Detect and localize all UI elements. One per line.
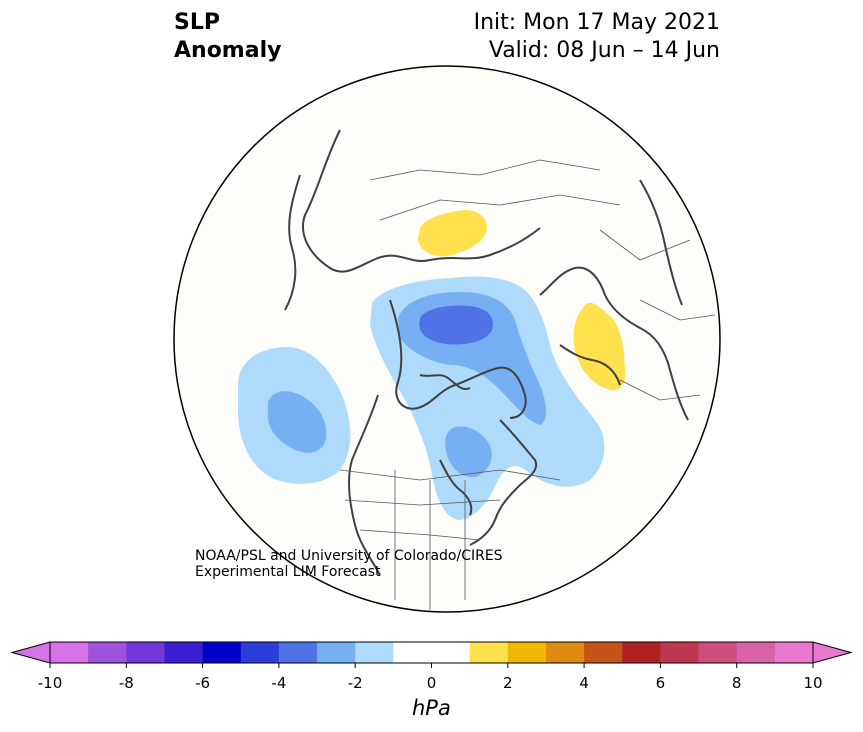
colorbar-tick-label: -2	[347, 674, 363, 692]
colorbar-tick-label: 2	[503, 674, 513, 692]
boundaries	[339, 159, 716, 610]
valid-range: Valid: 08 Jun – 14 Jun	[488, 38, 720, 63]
colorbar-segment	[469, 642, 509, 663]
colorbar-tick-label: 8	[731, 674, 742, 692]
colorbar-tick-label: 6	[655, 674, 666, 692]
colorbar-segment	[88, 642, 127, 663]
colorbar-segment	[393, 642, 432, 663]
colorbar-segment	[355, 642, 394, 663]
colorbar-tick-label: -6	[195, 674, 211, 692]
colorbar-tick-label: 0	[426, 674, 437, 692]
polar-map	[173, 65, 721, 613]
colorbar-segment	[698, 642, 738, 663]
colorbar-segment	[660, 642, 700, 663]
colorbar-tick-label: -8	[118, 674, 134, 692]
hudson-low-mid	[445, 426, 492, 478]
credit-text: NOAA/PSL and University of Colorado/CIRE…	[195, 548, 503, 580]
colorbar-segment	[240, 642, 280, 663]
colorbar-segment	[50, 642, 89, 663]
forecast-dates: Init: Mon 17 May 2021 Valid: 08 Jun – 14…	[474, 9, 720, 65]
colorbar-segment	[584, 642, 623, 663]
colorbar-extend-max	[812, 641, 853, 664]
scandinavia-high	[573, 302, 626, 391]
colorbar-segment	[736, 642, 776, 663]
colorbar-segment	[622, 642, 661, 663]
colorbar-segment	[431, 642, 471, 663]
colorbar-tick-label: -4	[271, 674, 287, 692]
map-boundary-circle	[173, 65, 721, 613]
init-date: Init: Mon 17 May 2021	[473, 10, 720, 35]
credit-line-2: Experimental LIM Forecast	[195, 564, 381, 580]
colorbar-segment	[164, 642, 204, 663]
map-title: SLP Anomaly	[174, 9, 281, 65]
credit-line-1: NOAA/PSL and University of Colorado/CIRE…	[195, 548, 503, 564]
colorbar-segment	[317, 642, 356, 663]
colorbar-segment	[774, 642, 814, 663]
arctic-low-core	[419, 305, 494, 345]
colorbar-tick-label: -10	[37, 674, 63, 692]
colorbar-segment	[545, 642, 585, 663]
coastlines	[284, 129, 689, 576]
title-line-1: SLP	[174, 10, 220, 35]
colorbar-segment	[126, 642, 165, 663]
pacific-low-inner	[267, 391, 327, 453]
colorbar-extend-min	[10, 641, 51, 664]
colorbar-segment	[507, 642, 547, 663]
colorbar-segment	[202, 642, 242, 663]
title-line-2: Anomaly	[174, 38, 282, 63]
colorbar-unit: hPa	[412, 696, 451, 720]
siberia-high	[418, 210, 487, 257]
colorbar-tick-label: 10	[803, 674, 823, 692]
colorbar	[10, 641, 853, 668]
colorbar-segment	[278, 642, 318, 663]
colorbar-tick-label: 4	[579, 674, 589, 692]
